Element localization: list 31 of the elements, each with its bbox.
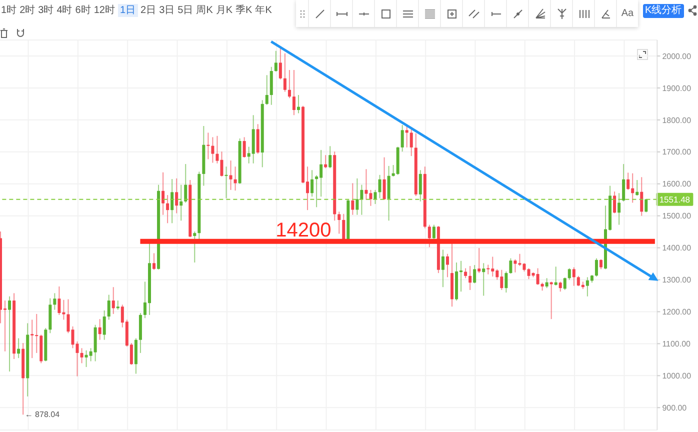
text: 4时 xyxy=(56,4,72,17)
text: 12时 xyxy=(94,4,115,17)
text: 周K xyxy=(196,4,213,17)
text: 1日 xyxy=(118,4,138,17)
ref-line-label: 1551.48 xyxy=(659,194,690,204)
text: 5日 xyxy=(178,4,194,17)
text: 2日 xyxy=(140,4,156,17)
annotation: ← 878.04 xyxy=(24,410,60,419)
text: K线分析 xyxy=(643,4,684,18)
text: 2时 xyxy=(20,4,36,17)
y-tick-label: 1800.00 xyxy=(662,116,692,125)
y-tick-label: 1200.00 xyxy=(662,308,692,317)
y-tick-label: 2000.00 xyxy=(662,52,692,61)
y-tick-label: 1700.00 xyxy=(662,148,692,157)
text: 6时 xyxy=(75,4,91,17)
text: 年K xyxy=(255,4,272,17)
y-tick-label: 1500.00 xyxy=(662,212,692,221)
y-tick-label: 1000.00 xyxy=(662,371,692,380)
text: 3时 xyxy=(38,4,54,17)
y-tick-label: 1600.00 xyxy=(662,180,692,189)
text: 1时 xyxy=(1,4,17,17)
series-label: 14200 xyxy=(275,219,332,242)
y-tick-label: 1400.00 xyxy=(662,244,692,253)
text: 3日 xyxy=(159,4,175,17)
y-tick-label: 1900.00 xyxy=(662,84,692,93)
text: Aa xyxy=(616,0,638,27)
y-tick-label: 1100.00 xyxy=(662,340,691,349)
text: 月K xyxy=(216,4,233,17)
y-tick-label: 1300.00 xyxy=(662,276,692,285)
text: 季K xyxy=(236,4,252,17)
y-tick-label: 900.00 xyxy=(662,403,687,412)
